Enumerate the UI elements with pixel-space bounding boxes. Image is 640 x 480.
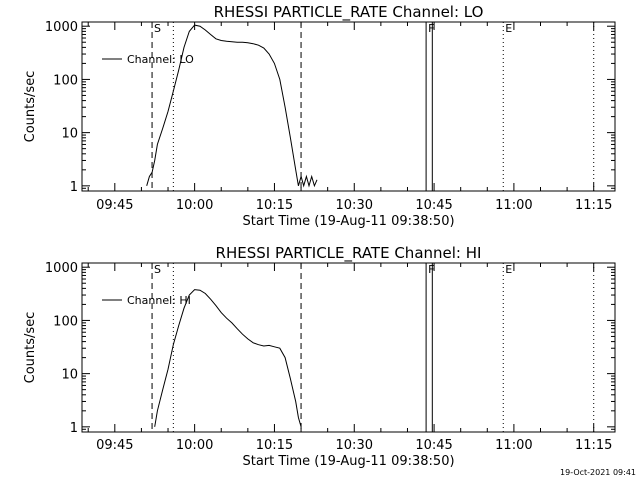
x-tick-label: 11:00 — [495, 438, 532, 453]
y-axis-label: Counts/sec — [23, 312, 38, 384]
time-marker-label: F — [428, 22, 434, 35]
legend-entry: Channel: HI — [127, 294, 191, 307]
y-tick-label: 10 — [61, 127, 78, 142]
y-tick-label: 1 — [70, 421, 78, 436]
plot-frame — [81, 21, 616, 192]
y-tick-label: 100 — [53, 314, 78, 329]
x-tick-label: 11:15 — [575, 198, 612, 213]
chart-title: RHESSI PARTICLE_RATE Channel: LO — [214, 3, 484, 22]
y-tick-label: 1000 — [45, 20, 78, 35]
x-tick-label: 10:45 — [415, 438, 452, 453]
series-line-lo — [146, 24, 318, 188]
x-tick-label: 10:45 — [415, 198, 452, 213]
y-tick-label: 1000 — [45, 261, 78, 276]
x-tick-label: 10:30 — [336, 438, 373, 453]
x-tick-label: 09:45 — [96, 438, 133, 453]
x-axis-label: Start Time (19-Aug-11 09:38:50) — [242, 454, 454, 469]
footer-timestamp: 19-Oct-2021 09:41 — [560, 468, 636, 477]
y-tick-label: 10 — [61, 368, 78, 383]
time-marker-label: E — [505, 22, 512, 35]
time-marker-label: S — [154, 263, 161, 276]
x-tick-label: 11:00 — [495, 198, 532, 213]
time-marker-label: S — [154, 22, 161, 35]
lo-channel-chart: RHESSI PARTICLE_RATE Channel: LO 1 10 100 10… — [23, 3, 616, 229]
time-marker-label: E — [505, 263, 512, 276]
x-tick-label: 10:00 — [176, 198, 213, 213]
x-tick-label: 10:15 — [256, 438, 293, 453]
x-tick-label: 11:15 — [575, 438, 612, 453]
hi-channel-chart: RHESSI PARTICLE_RATE Channel: HI 1 10 100 10… — [23, 244, 616, 469]
time-marker-label: F — [428, 263, 434, 276]
y-axis-label: Counts/sec — [23, 71, 38, 143]
x-tick-label: 09:45 — [96, 198, 133, 213]
x-tick-label: 10:15 — [256, 198, 293, 213]
series-line-hi — [154, 289, 302, 427]
x-axis-label: Start Time (19-Aug-11 09:38:50) — [242, 214, 454, 229]
x-tick-label: 10:00 — [176, 438, 213, 453]
chart-title: RHESSI PARTICLE_RATE Channel: HI — [216, 244, 482, 263]
x-tick-label: 10:30 — [336, 198, 373, 213]
y-tick-label: 1 — [70, 180, 78, 195]
legend-entry: Channel: LO — [127, 53, 194, 66]
y-tick-label: 100 — [53, 73, 78, 88]
plot-frame — [81, 262, 616, 433]
